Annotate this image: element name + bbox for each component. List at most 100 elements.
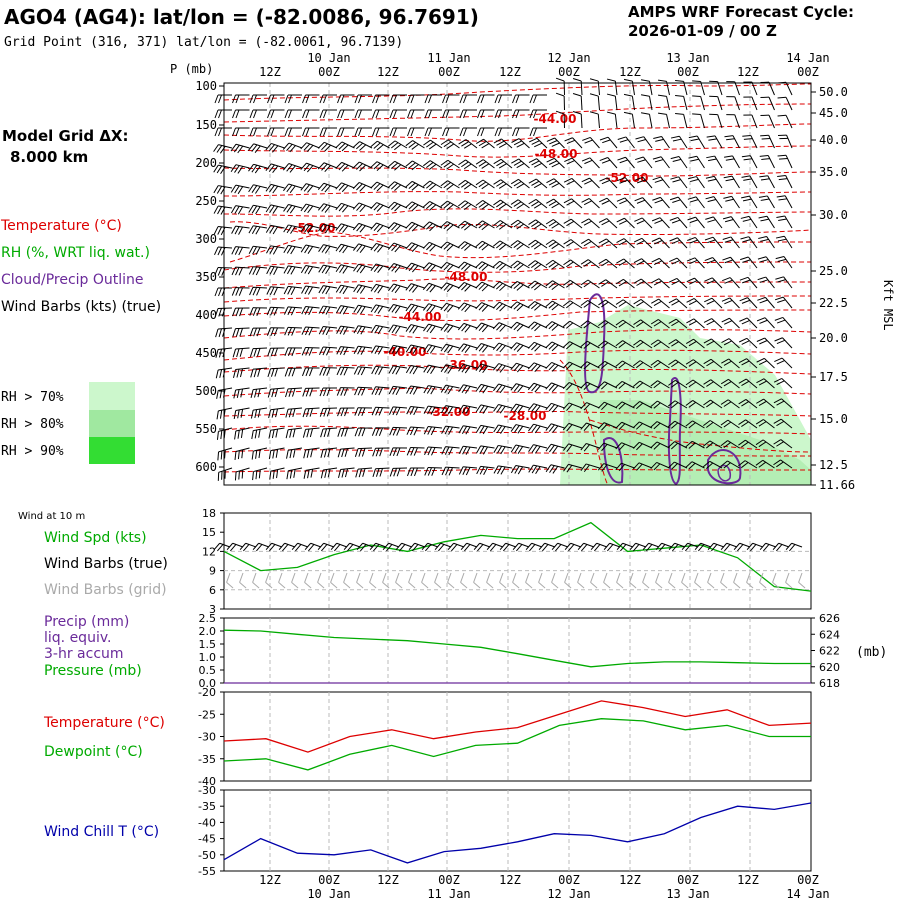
wind-barb (387, 242, 408, 253)
wind-barb (301, 305, 320, 316)
wind-barb (370, 202, 390, 212)
wind-barb (249, 347, 268, 357)
wind-barb (475, 261, 495, 271)
wind-barb (440, 405, 460, 415)
wind-barb (395, 572, 403, 589)
pressure-tick-label: 350 (195, 270, 217, 284)
wind-barb (703, 318, 723, 329)
wind-barb (371, 427, 390, 437)
wind-barb (353, 284, 373, 294)
wind-barb (562, 341, 583, 350)
wind-barb (589, 111, 600, 129)
wind-barb (266, 327, 285, 337)
wind-barb (421, 572, 429, 589)
wind-barb (387, 263, 408, 273)
wind-barb (389, 467, 408, 477)
wind-barb (760, 134, 775, 149)
wind-barb (640, 79, 653, 96)
wind-barb (525, 542, 543, 552)
wind-barb (563, 218, 583, 229)
wind-barb (545, 402, 565, 413)
wind-barb (249, 307, 268, 316)
y-tick-label: 15 (202, 526, 216, 539)
wind-barb (773, 398, 793, 409)
wind-barb (655, 542, 673, 552)
pressure-tick-label: 600 (195, 460, 217, 474)
wind-barb (304, 542, 322, 552)
wind-barb (475, 220, 495, 231)
wind-barb (268, 447, 285, 460)
wind-barb (458, 425, 478, 435)
wind-barb (301, 285, 320, 295)
wind-barb (723, 175, 740, 189)
wind-barb (405, 180, 425, 191)
right-tick-label: 624 (819, 628, 840, 641)
wind-barb (650, 359, 670, 369)
wind-barb (785, 572, 793, 589)
wind-barb (760, 114, 775, 129)
wind-barb (302, 407, 320, 418)
wind-barb (669, 216, 688, 229)
wind-barb (580, 422, 600, 432)
date-label: 13 Jan (666, 887, 709, 900)
wind-barb (473, 542, 491, 552)
wind-barb (493, 179, 513, 189)
wind-barb (354, 447, 373, 457)
wind-barb (597, 381, 618, 390)
wind-barb (658, 94, 670, 111)
wind-barb (300, 224, 320, 234)
wind-barb (528, 464, 548, 475)
wind-barb (231, 246, 250, 256)
wind-barb (475, 322, 495, 333)
time-label: 12Z (619, 65, 641, 79)
wind-barb (352, 243, 373, 253)
wind-barb (475, 138, 495, 149)
wind-barb (335, 305, 355, 315)
wind-barb (743, 114, 758, 129)
date-label: 13 Jan (666, 51, 709, 65)
pressure-tick-label: 500 (195, 384, 217, 398)
temperature-contour (223, 191, 812, 197)
grid-spacing-label: Model Grid ΔX: (2, 127, 129, 145)
wind-barb (283, 306, 303, 316)
wind-barb (774, 357, 793, 369)
wind-barb (356, 542, 374, 552)
wind-barb (387, 201, 408, 212)
wind-barb (458, 404, 478, 415)
wind-barb (493, 199, 513, 210)
wind-barb (746, 542, 764, 552)
wind-barb (388, 365, 408, 375)
wind-barb (633, 278, 653, 289)
wind-barb (213, 542, 231, 552)
wind-chill-panel: -30 -35 -40 -45 -50 -55 (198, 784, 812, 878)
wind-barb (267, 94, 285, 104)
wind-barb (475, 363, 495, 374)
wind-barb (545, 423, 565, 433)
wind-barb (777, 134, 793, 149)
wind-barb (686, 277, 705, 289)
time-label: 00Z (558, 873, 580, 887)
wind-barb (773, 459, 793, 469)
wind-barb (387, 140, 408, 151)
wind-barb (320, 447, 338, 458)
wind-barb (670, 135, 688, 149)
wind-barb (774, 337, 793, 349)
wind-barb (773, 377, 793, 389)
wind-barb (434, 572, 442, 589)
wind-barb (442, 109, 460, 119)
wind-barb (562, 422, 583, 432)
wind-barb (248, 245, 268, 255)
wind-barb (440, 261, 460, 272)
wind-barb (738, 398, 758, 409)
wind-barb (282, 142, 303, 153)
wind-barb (423, 344, 443, 354)
wind-barb (249, 327, 268, 337)
wind-barb (214, 94, 232, 104)
wind-barb (249, 109, 267, 119)
wind-barb (214, 246, 233, 256)
wind-barb (284, 94, 302, 104)
temperature-contour-label: -40.00 (384, 345, 427, 359)
wind-barb (267, 367, 285, 378)
temperature-contour-label: -52.00 (606, 171, 649, 185)
height-tick-label: 35.0 (819, 165, 848, 179)
